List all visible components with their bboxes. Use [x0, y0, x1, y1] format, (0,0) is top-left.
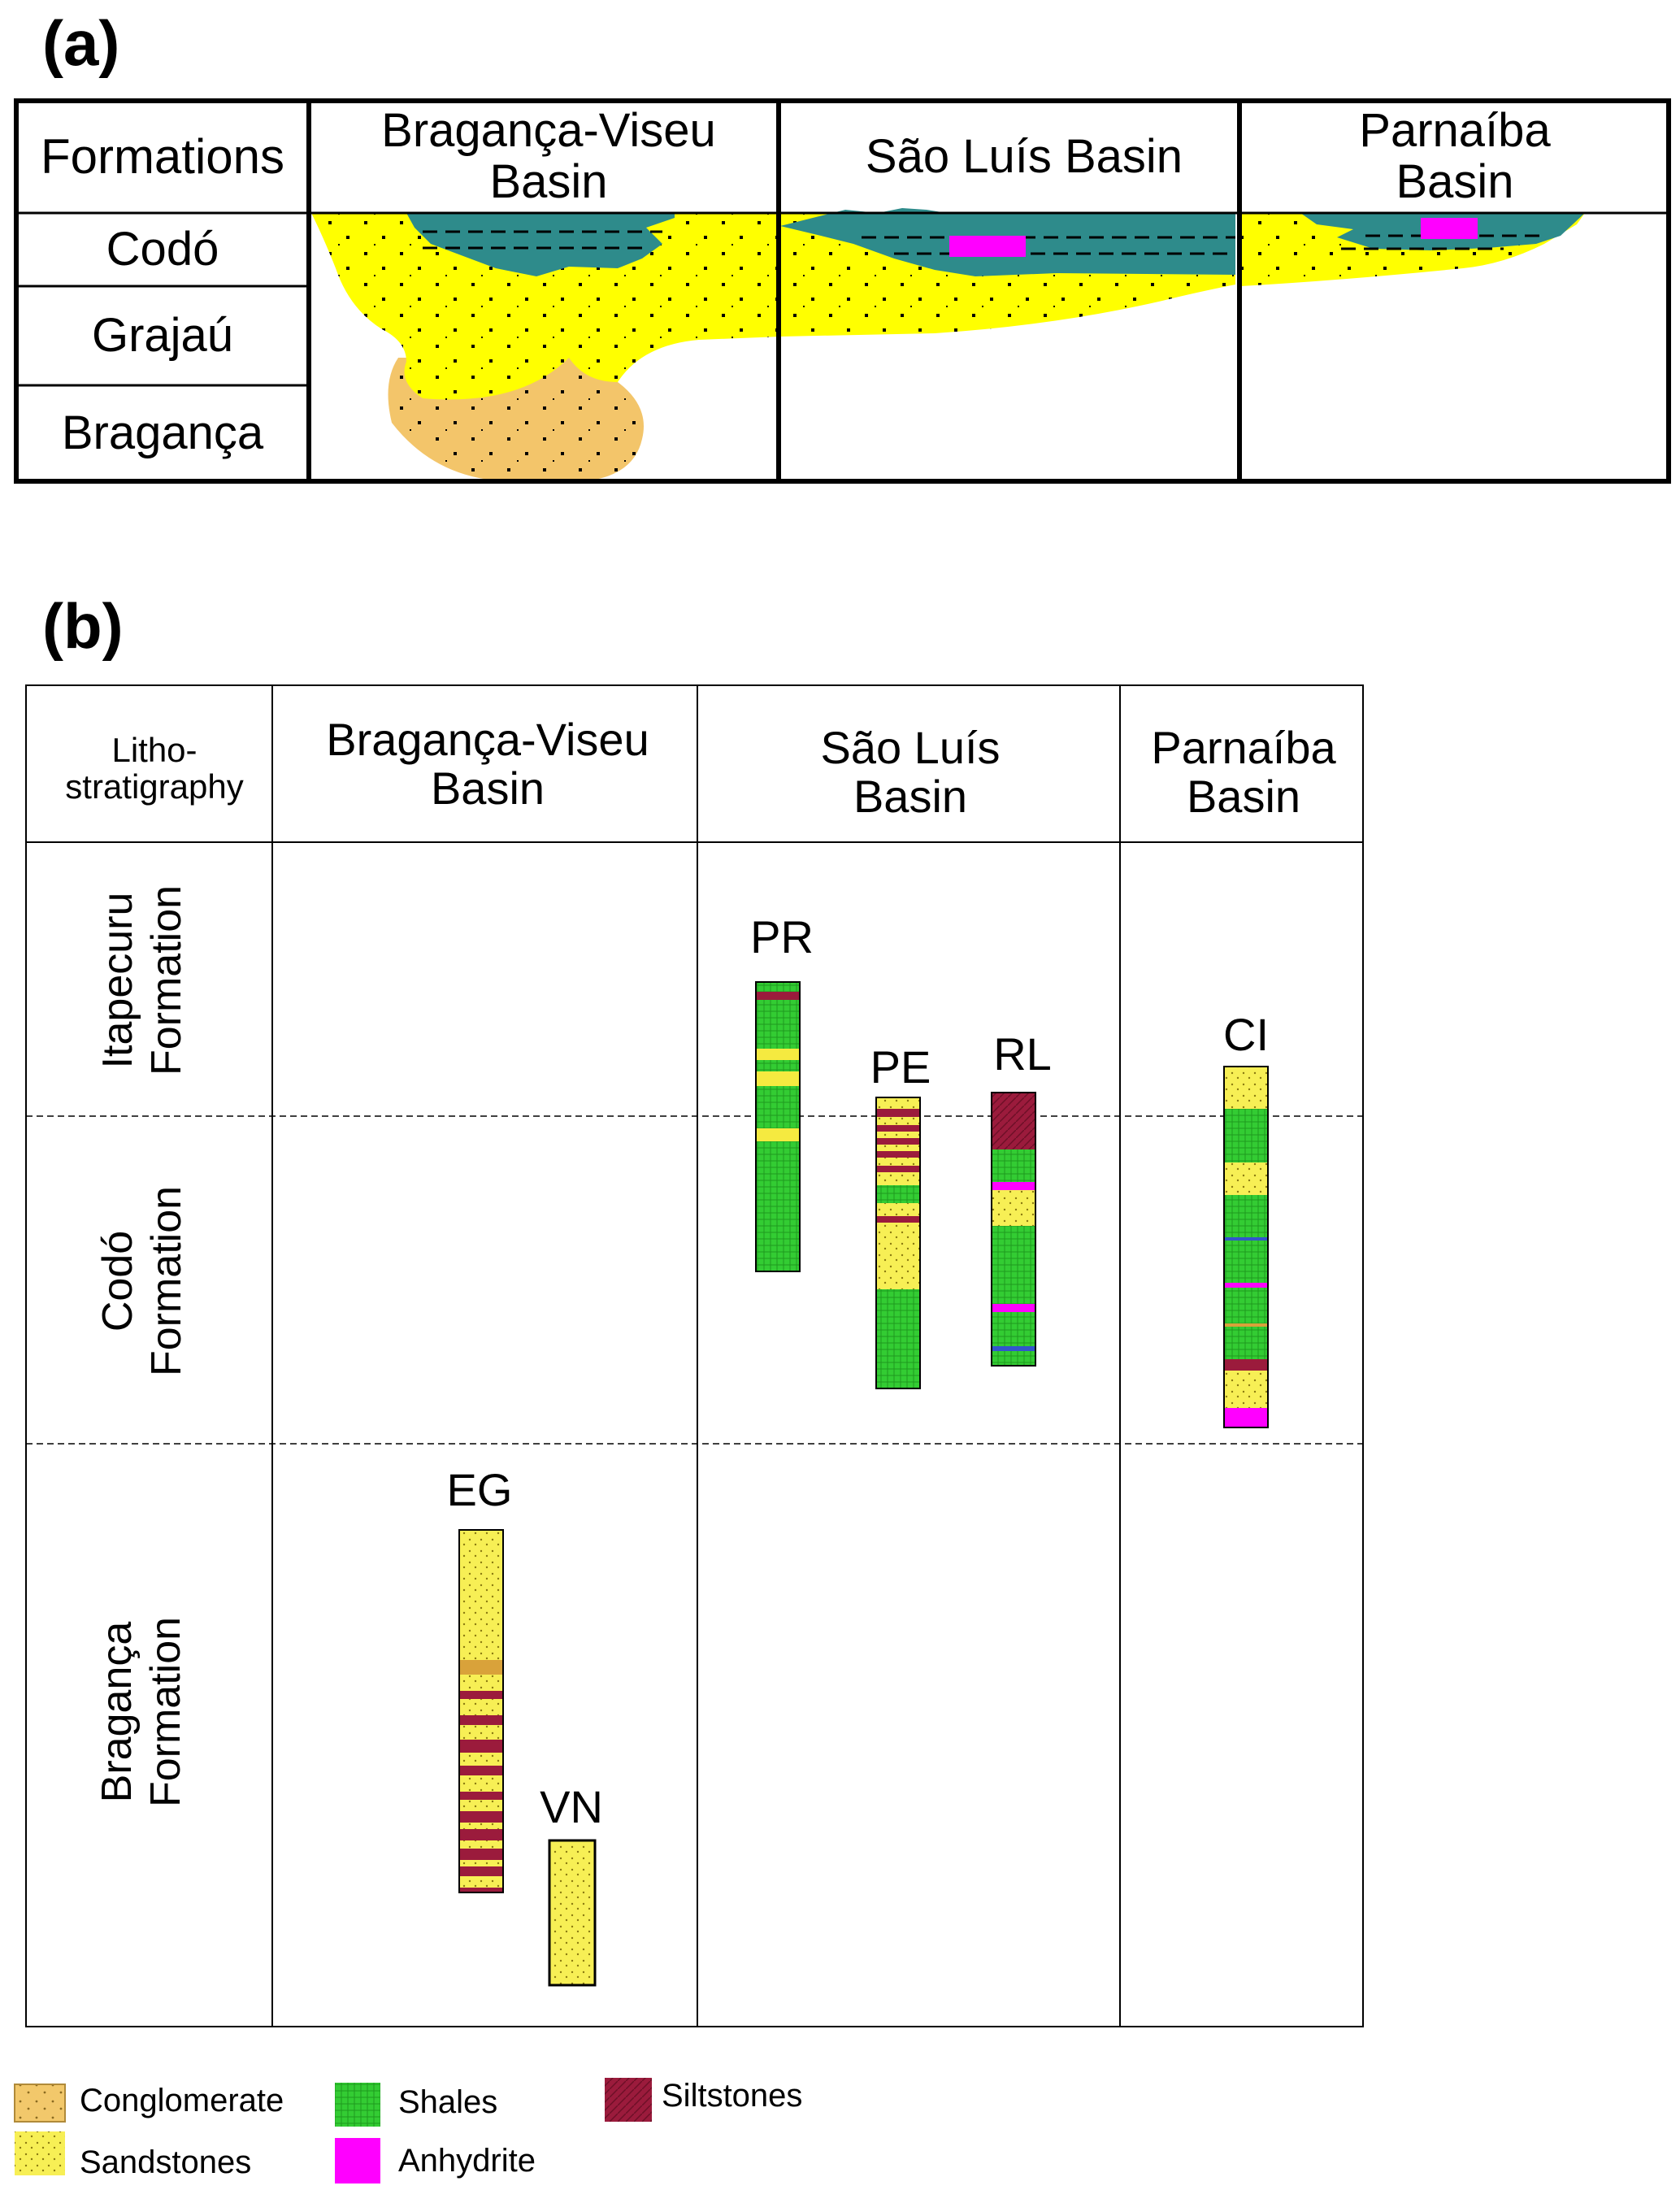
legend-swatch-siltstones [605, 2078, 652, 2122]
legend-label-shales: Shales [398, 2084, 498, 2120]
row-grajau-a: Grajaú [91, 308, 234, 362]
anhydrite-lens-parnaiba [1421, 218, 1478, 239]
well-column-rl [991, 1092, 1036, 1367]
anhydrite-lens-sao-luis [949, 236, 1026, 257]
well-label-eg: EG [446, 1464, 513, 1515]
braganca-viseu-shale [406, 213, 675, 276]
row-itapecuru-b: Itapecuru Formation [94, 884, 190, 1076]
panel-b-label: (b) [42, 590, 124, 662]
braganca-viseu-header-b: Bragança-Viseu Basin [326, 713, 649, 814]
well-column-pe [875, 1097, 921, 1389]
well-column-eg [458, 1529, 504, 1893]
braganca-conglomerate-body [388, 358, 644, 482]
parnaiba-header-b: Parnaíba Basin [1151, 721, 1336, 822]
legend-swatch-shales [335, 2083, 380, 2127]
well-column-pr [755, 981, 801, 1272]
legend-swatch-anhydrite [335, 2138, 380, 2183]
legend-swatch-conglomerate [14, 2084, 66, 2123]
sao-luis-header-a: São Luís Basin [865, 129, 1183, 183]
well-label-rl: RL [993, 1028, 1052, 1080]
row-codo-b: Codó Formation [94, 1185, 190, 1377]
lithostratigraphy-header: Litho-stratigraphy [65, 730, 244, 806]
sao-luis-shale [780, 208, 1235, 276]
sandstone-body [311, 213, 1235, 400]
braganca-viseu-header-a: Bragança-Viseu Basin [381, 104, 716, 208]
legend-label-conglomerate: Conglomerate [80, 2083, 284, 2118]
row-braganca-a: Bragança [61, 406, 264, 459]
legend-label-anhydrite: Anhydrite [398, 2143, 536, 2179]
row-braganca-b: Bragança Formation [93, 1616, 189, 1808]
legend-label-sandstones: Sandstones [80, 2144, 252, 2180]
well-label-pr: PR [750, 911, 814, 962]
well-column-vn [548, 1839, 597, 1987]
well-label-vn: VN [540, 1781, 603, 1832]
well-label-ci: CI [1223, 1009, 1269, 1060]
well-column-ci [1223, 1066, 1269, 1428]
panel-b-grid [25, 684, 1364, 2027]
parnaiba-shale [1300, 213, 1585, 250]
geology-section [311, 208, 1585, 482]
parnaiba-header-a: Parnaíba Basin [1359, 104, 1551, 208]
parnaiba-sand-wedge [1241, 213, 1585, 286]
row-codo-a: Codó [106, 222, 219, 276]
well-label-pe: PE [870, 1041, 931, 1093]
formations-header: Formations [40, 128, 285, 184]
sao-luis-header-b: São Luís Basin [820, 721, 1001, 822]
panel-a-label: (a) [42, 7, 120, 79]
legend-label-siltstones: Siltstones [662, 2078, 803, 2114]
legend-swatch-sandstones [15, 2131, 65, 2175]
